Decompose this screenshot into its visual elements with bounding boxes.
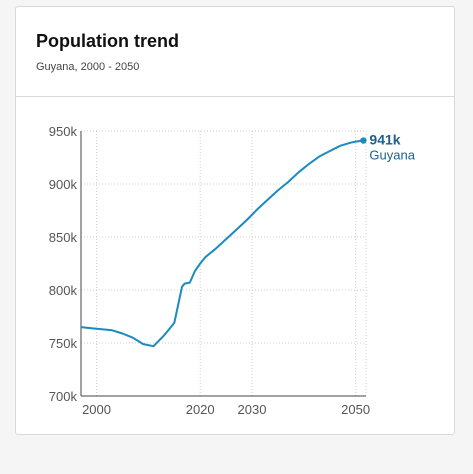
x-tick-label: 2050 — [341, 402, 370, 417]
grid-layer — [81, 130, 367, 396]
y-tick-label: 700k — [49, 389, 78, 404]
series-line-guyana — [80, 139, 364, 348]
y-tick-label: 800k — [49, 283, 78, 298]
series-name-label: Guyana — [369, 148, 415, 163]
chart-title: Population trend — [36, 31, 179, 51]
series-end-point — [360, 137, 367, 144]
y-tick-label: 850k — [49, 230, 78, 245]
chart-subtitle: Guyana, 2000 - 2050 — [36, 61, 140, 73]
chart-card: Population trend Guyana, 2000 - 2050 700… — [15, 6, 455, 435]
y-tick-label: 750k — [49, 336, 78, 351]
series-end-value-label: 941k — [369, 132, 400, 148]
y-tick-label: 900k — [49, 177, 78, 192]
y-tick-label: 950k — [49, 124, 78, 139]
x-tick-label: 2020 — [186, 402, 215, 417]
x-tick-label: 2000 — [82, 402, 111, 417]
population-line-chart: 700k 750k 800k 850k 900k 950k 2000 2020 2030 2050… — [49, 124, 416, 417]
card-header: Population trend Guyana, 2000 - 2050 — [16, 7, 454, 97]
x-tick-label: 2030 — [238, 402, 267, 417]
axis-layer: 700k 750k 800k 850k 900k 950k 2000 2020 2030 2050 — [49, 124, 370, 417]
